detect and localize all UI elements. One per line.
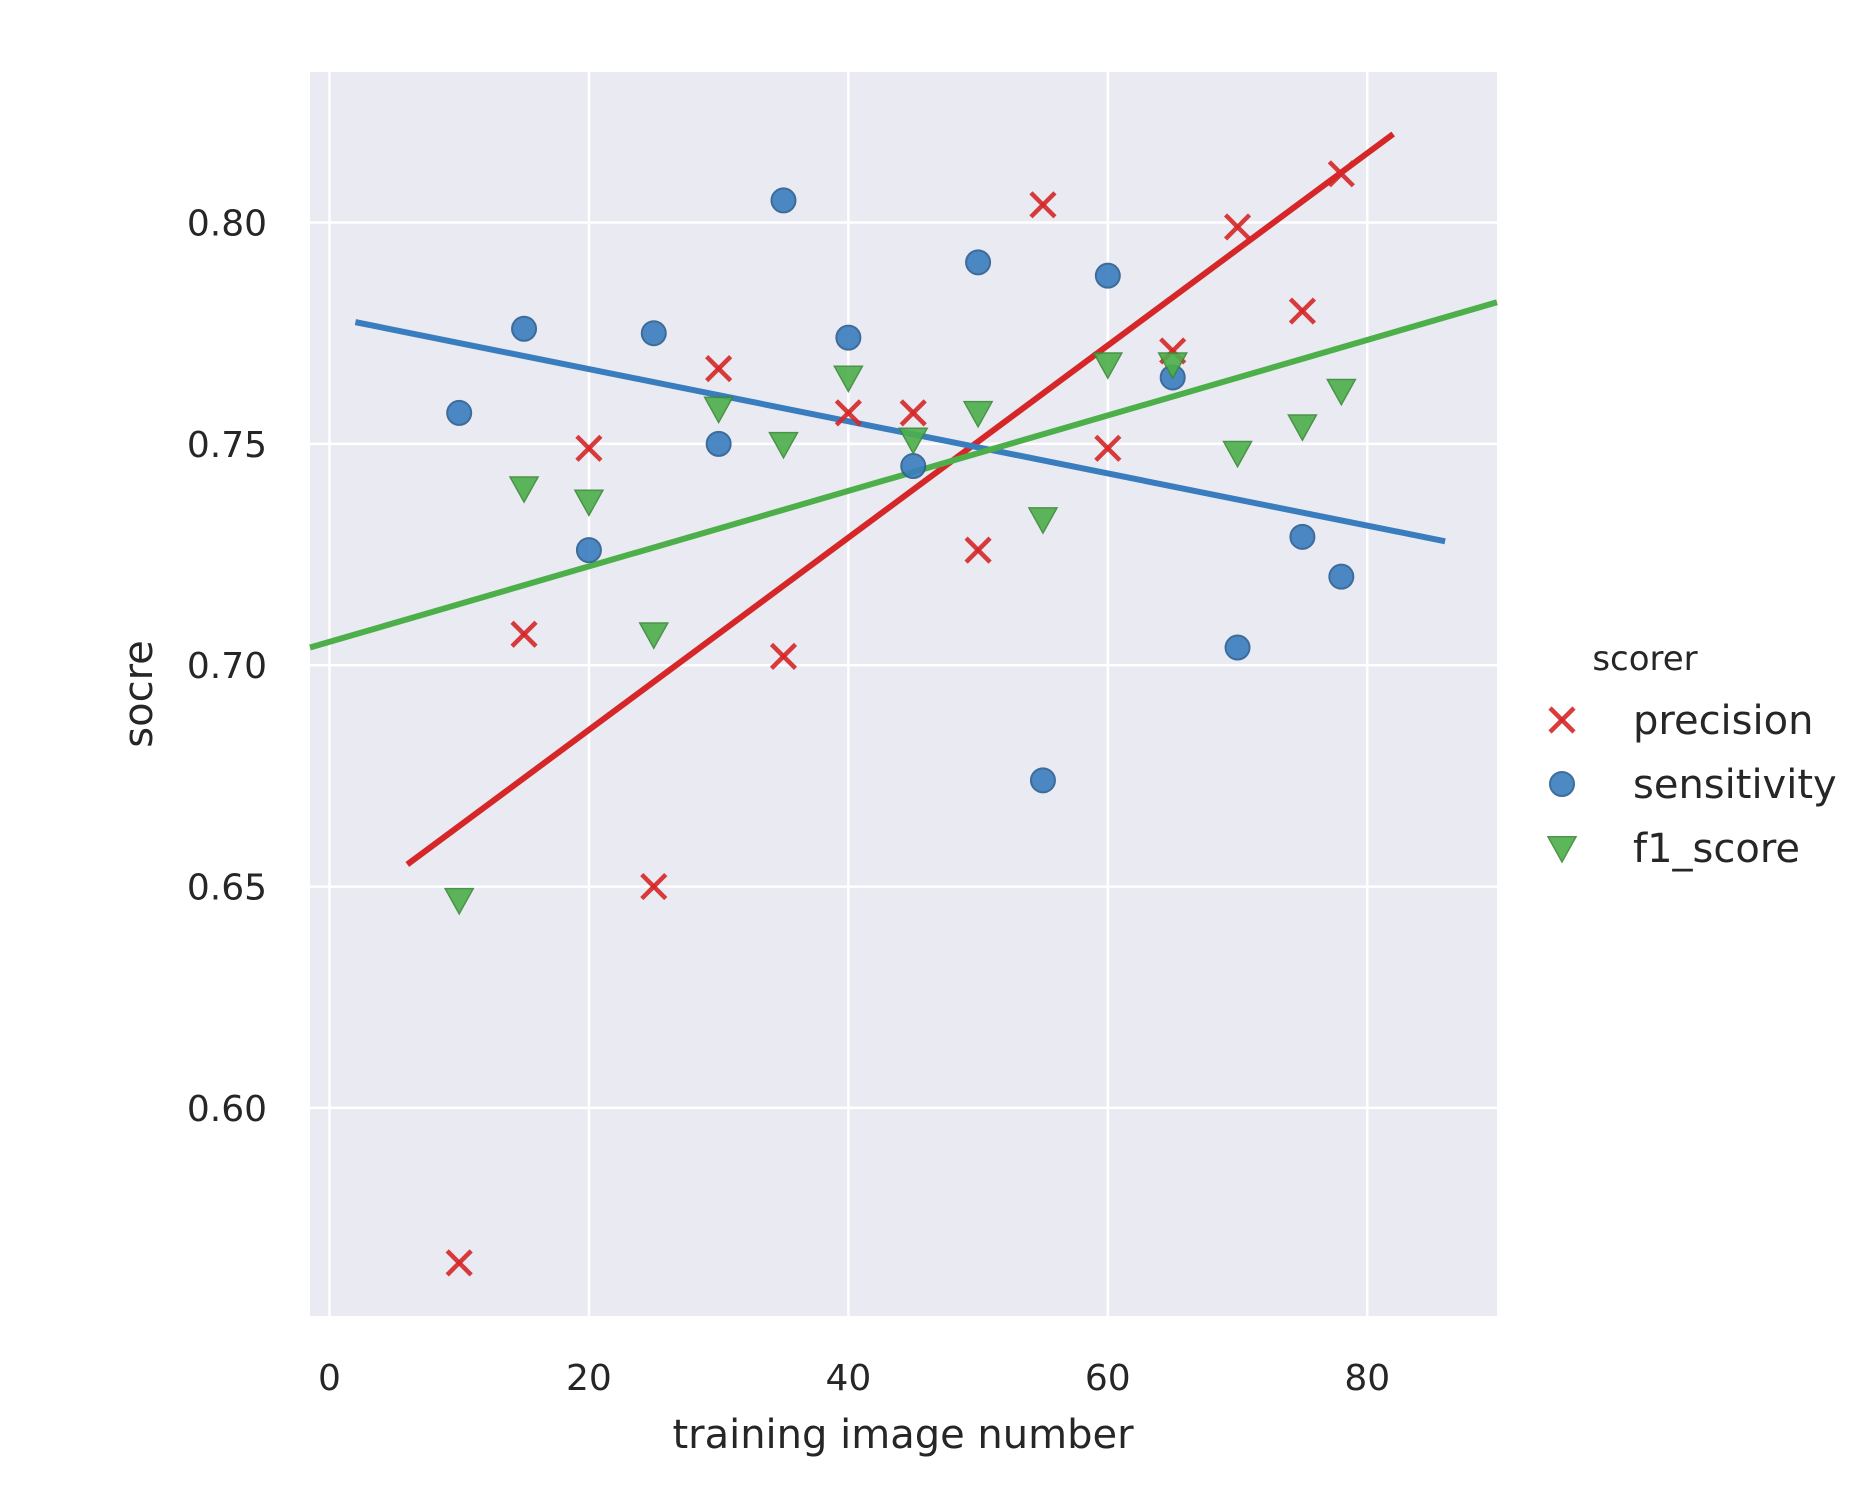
y-tick-labels: 0.60 0.65 0.70 0.75 0.80 — [187, 204, 267, 1130]
precision-point — [510, 620, 538, 648]
f1_score-point — [443, 887, 475, 916]
sensitivity-point — [965, 249, 992, 276]
x-mark-stroke — [1223, 213, 1252, 241]
legend-item-precision: precision — [1548, 698, 1813, 744]
x-mark-stroke — [1094, 434, 1122, 462]
series-precision — [445, 160, 1355, 1277]
x-tick-label: 0 — [318, 1358, 341, 1399]
sensitivity-point — [1094, 262, 1121, 289]
x-mark-stroke — [769, 642, 798, 670]
f1_score-point — [962, 400, 994, 429]
f1_score-fit-line — [309, 299, 1498, 651]
f1_score-point — [768, 431, 799, 460]
sensitivity-point — [575, 537, 602, 564]
precision-point — [899, 399, 927, 427]
precision-point — [1327, 160, 1355, 188]
y-axis-label: socre — [116, 640, 162, 747]
x-mark-stroke — [510, 620, 538, 648]
x-tick-label: 80 — [1344, 1358, 1390, 1399]
legend-item-f1_score: f1_score — [1546, 826, 1800, 872]
sensitivity-point — [1029, 767, 1056, 794]
legend-title: scorer — [1592, 639, 1697, 679]
f1_score-point — [833, 365, 864, 394]
f1_score-legend-marker — [1546, 836, 1578, 864]
plot-area — [310, 72, 1497, 1316]
x-mark-stroke — [640, 872, 668, 901]
precision-point — [445, 1249, 473, 1277]
precision-point — [1029, 191, 1057, 219]
sensitivity-point — [705, 430, 732, 457]
data-points — [443, 160, 1357, 1277]
y-tick-label: 0.80 — [187, 204, 267, 245]
sensitivity-point — [1328, 563, 1355, 590]
sensitivity-point — [835, 324, 862, 351]
sensitivity-point — [640, 320, 667, 347]
f1_score-point — [508, 476, 540, 504]
f1_score-point — [1287, 414, 1318, 442]
legend: scorer precision sensitivity f1_score — [1546, 639, 1837, 872]
x-mark-stroke — [834, 399, 862, 427]
sensitivity-point — [446, 399, 473, 426]
fit-lines — [309, 131, 1498, 867]
x-tick-labels: 0 20 40 60 80 — [318, 1358, 1390, 1399]
x-mark-stroke — [445, 1249, 473, 1277]
sensitivity-point — [511, 315, 538, 342]
x-mark-stroke — [705, 355, 733, 383]
f1_score-point — [638, 622, 670, 650]
legend-label: sensitivity — [1633, 762, 1837, 808]
precision-point — [1288, 297, 1317, 325]
sensitivity-point — [1224, 634, 1251, 661]
f1_score-point — [1157, 352, 1188, 380]
legend-label: precision — [1633, 698, 1813, 744]
f1_score-point — [1092, 352, 1124, 380]
x-mark-stroke — [899, 399, 927, 427]
f1_score-point — [897, 427, 929, 455]
sensitivity-legend-marker — [1549, 771, 1575, 797]
y-tick-label: 0.70 — [187, 646, 267, 687]
f1_score-point — [1027, 507, 1059, 535]
precision-point — [769, 642, 798, 670]
sensitivity-point — [1289, 523, 1316, 550]
x-tick-label: 40 — [825, 1358, 871, 1399]
f1_score-point — [703, 396, 734, 424]
x-axis-label: training image number — [672, 1412, 1134, 1458]
y-tick-label: 0.75 — [187, 425, 267, 466]
x-mark-stroke — [1548, 706, 1576, 734]
x-mark-stroke — [1288, 297, 1317, 325]
precision-point — [834, 399, 862, 427]
series-f1_score — [443, 352, 1357, 916]
precision-point — [640, 872, 668, 901]
x-mark-stroke — [964, 536, 992, 564]
f1_score-point — [1222, 440, 1253, 469]
legend-items: precision sensitivity f1_score — [1546, 698, 1837, 872]
legend-item-sensitivity: sensitivity — [1549, 762, 1837, 808]
y-tick-label: 0.60 — [187, 1089, 267, 1130]
precision-point — [964, 536, 992, 564]
sensitivity-point — [900, 453, 927, 480]
x-tick-label: 60 — [1085, 1358, 1131, 1399]
legend-label: f1_score — [1633, 826, 1800, 872]
precision-point — [575, 434, 603, 462]
precision-point — [1223, 213, 1252, 241]
precision-point — [705, 355, 733, 383]
f1_score-point — [1326, 378, 1357, 407]
x-mark-stroke — [575, 434, 603, 462]
precision-legend-marker — [1548, 706, 1576, 734]
precision-fit-line — [405, 131, 1396, 867]
x-tick-label: 20 — [566, 1358, 612, 1399]
sensitivity-point — [770, 187, 797, 214]
x-mark-stroke — [1029, 191, 1057, 219]
sensitivity-fit-line — [354, 319, 1446, 545]
series-sensitivity — [446, 187, 1355, 794]
f1_score-point — [573, 489, 605, 517]
x-mark-stroke — [1327, 160, 1355, 188]
y-tick-label: 0.65 — [187, 868, 267, 909]
precision-point — [1094, 434, 1122, 462]
